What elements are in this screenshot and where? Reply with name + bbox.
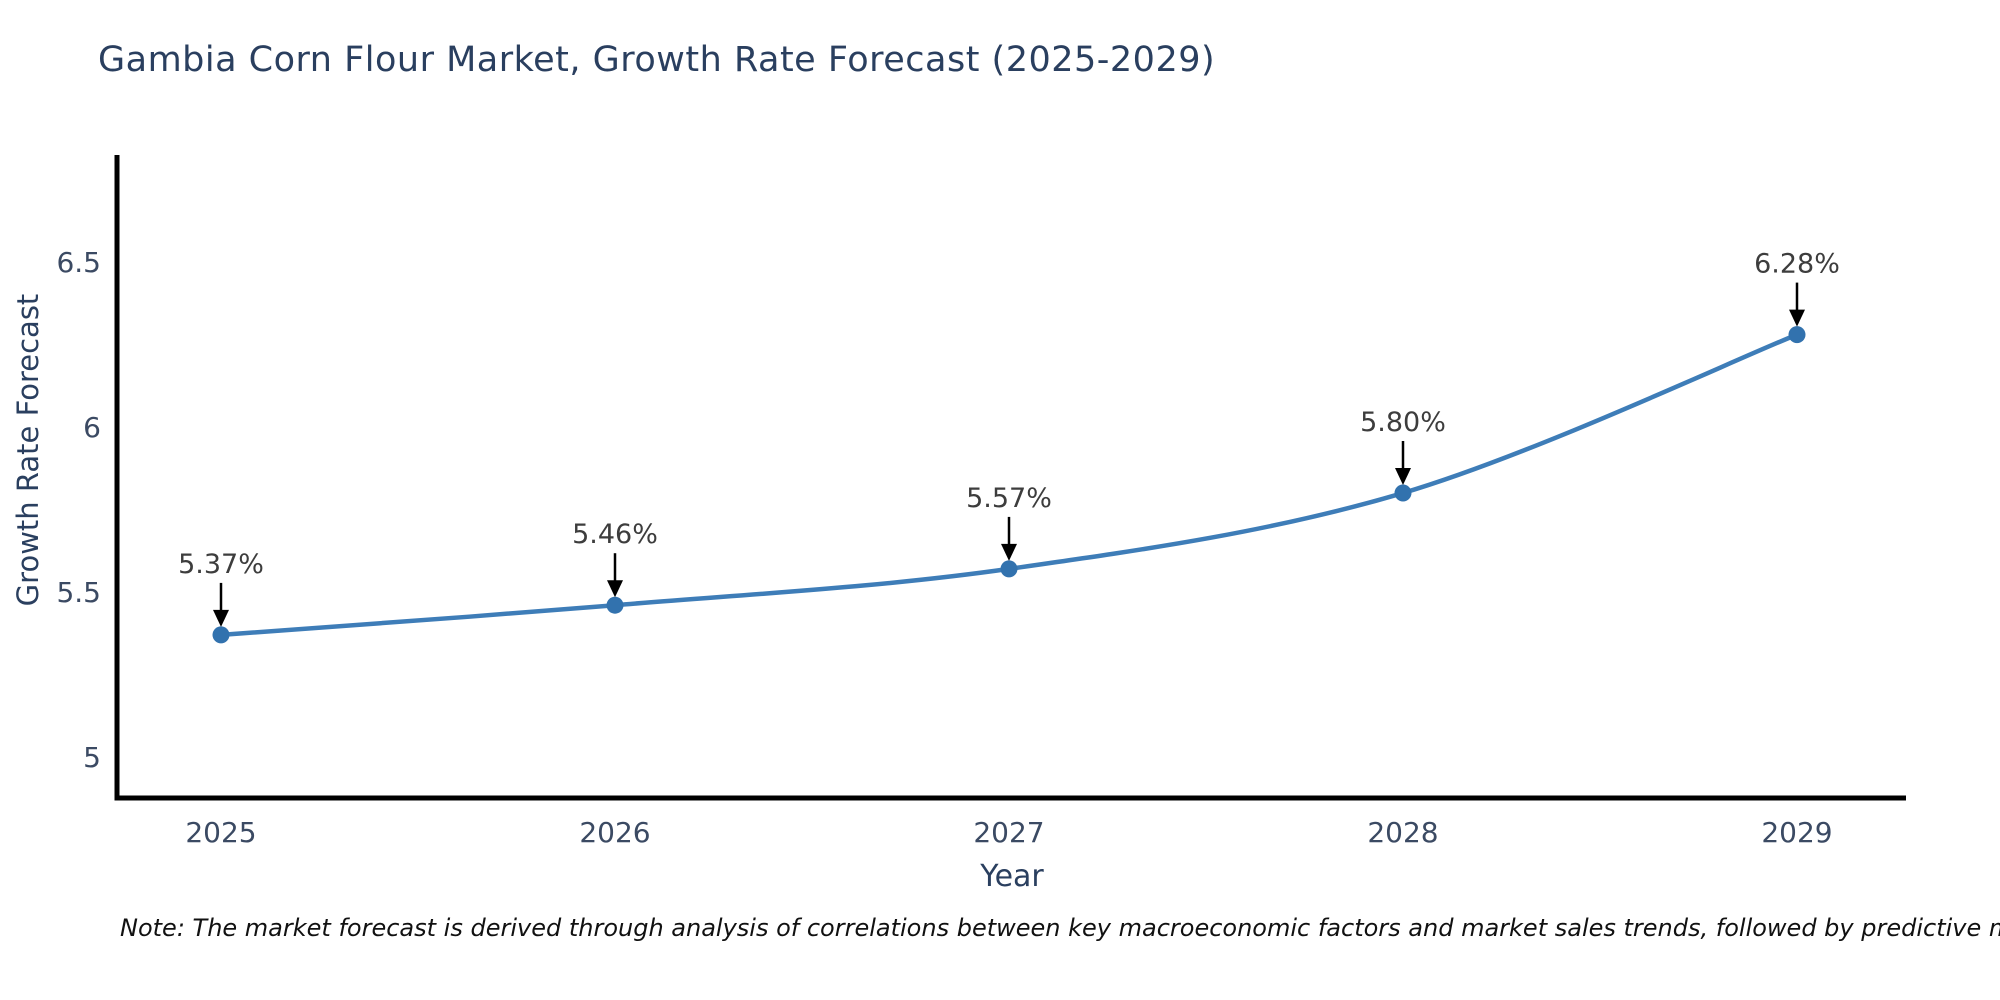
data-point-marker — [606, 596, 624, 614]
data-point-annotation: 5.37% — [178, 549, 264, 580]
y-tick-label: 6 — [83, 411, 101, 444]
x-tick-label: 2025 — [185, 816, 256, 849]
y-tick-label: 5.5 — [56, 576, 101, 609]
data-point-annotation: 5.57% — [966, 483, 1052, 514]
data-point-annotation: 5.80% — [1360, 407, 1446, 438]
x-tick-label: 2029 — [1761, 816, 1832, 849]
y-axis-title: Growth Rate Forecast — [11, 294, 45, 607]
annotation-arrow-head — [213, 609, 229, 627]
annotation-arrow-head — [607, 580, 623, 598]
x-tick-label: 2027 — [973, 816, 1044, 849]
annotation-arrow-head — [1789, 309, 1805, 327]
data-point-marker — [1000, 560, 1018, 578]
data-point-annotation: 5.46% — [572, 519, 658, 550]
data-point-marker — [212, 626, 230, 644]
y-tick-label: 6.5 — [56, 246, 101, 279]
data-point-annotation: 6.28% — [1754, 249, 1840, 280]
annotation-arrow-head — [1001, 543, 1017, 561]
x-axis-title: Year — [979, 859, 1044, 894]
y-tick-label: 5 — [83, 741, 101, 774]
x-tick-label: 2028 — [1367, 816, 1438, 849]
annotation-arrow-head — [1395, 468, 1411, 485]
x-tick-label: 2026 — [579, 816, 650, 849]
chart-footnote: Note: The market forecast is derived thr… — [120, 914, 2000, 942]
data-point-marker — [1394, 484, 1412, 502]
data-point-marker — [1788, 326, 1806, 344]
chart-title: Gambia Corn Flour Market, Growth Rate Fo… — [98, 40, 1216, 80]
